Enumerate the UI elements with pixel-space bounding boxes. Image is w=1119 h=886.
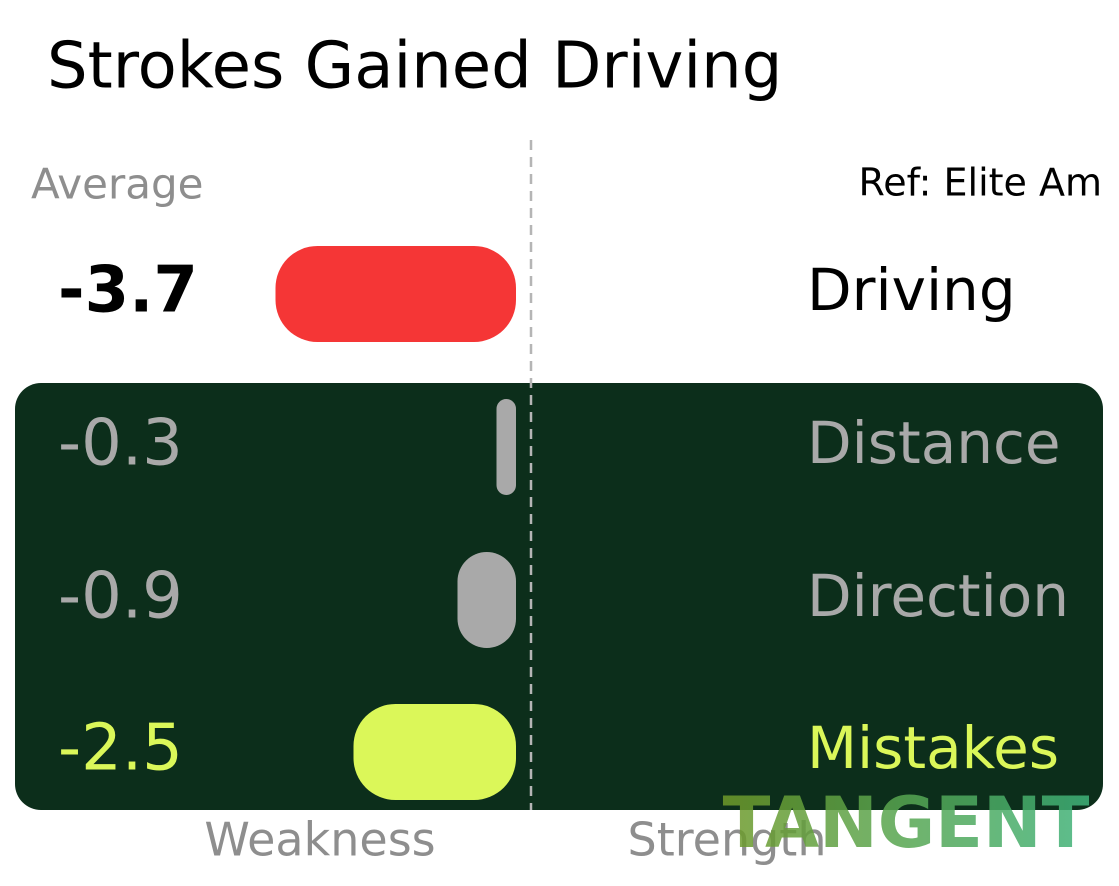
row-value: -0.3 [58,407,183,481]
row-label: Distance [807,409,1061,477]
reference: Ref: Elite Am [859,161,1102,205]
rows: -3.7 Driving -0.3 Distance -0.9 Direction -2.5… [58,246,1069,800]
strength-label: Strength [628,813,827,867]
row-value: -2.5 [58,712,183,786]
baseline-label: Average [31,160,203,209]
row-label: Driving [807,256,1016,324]
row-label: Mistakes [807,714,1059,782]
detail-panel [15,383,1103,810]
bar [457,552,516,648]
weakness-label: Weakness [204,813,435,867]
bar [275,246,516,342]
row-value: -3.7 [58,254,198,328]
watermark: TANGENT [723,782,1090,864]
row-label: Direction [807,562,1069,630]
title: Strokes Gained Driving [47,30,782,104]
bar [496,399,516,495]
row-value: -0.9 [58,560,183,634]
bar [353,704,516,800]
